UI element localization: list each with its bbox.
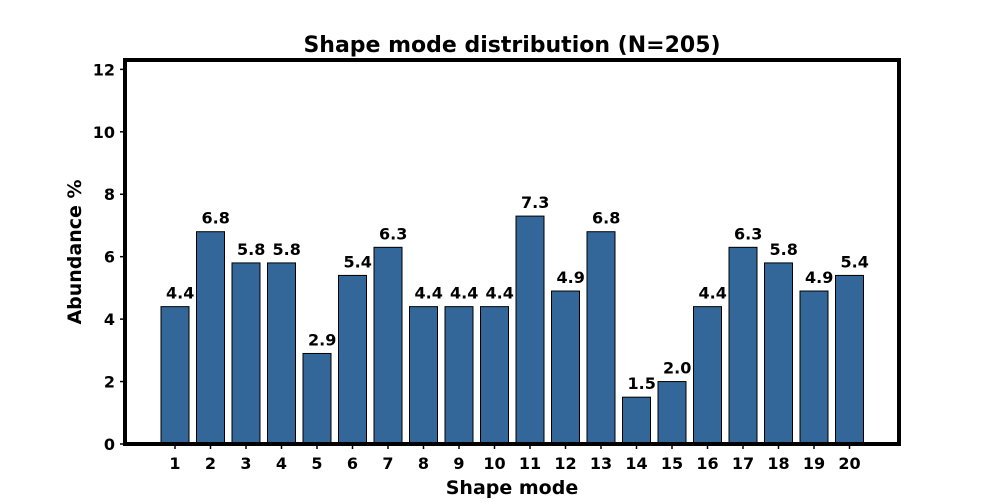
bar-value-label-3: 5.8 <box>237 240 265 259</box>
x-tick-label: 10 <box>483 454 505 473</box>
x-tick-label: 14 <box>625 454 647 473</box>
x-tick-label: 1 <box>169 454 180 473</box>
x-tick-label: 16 <box>696 454 718 473</box>
bar-18 <box>764 262 793 445</box>
bar-value-label-20: 5.4 <box>841 252 869 271</box>
x-tick-label: 17 <box>732 454 754 473</box>
bar-6 <box>338 274 367 445</box>
x-tick-label: 20 <box>838 454 860 473</box>
bar-12 <box>551 290 580 445</box>
bar-4 <box>267 262 296 445</box>
y-axis-ticks: 0 2 4 6 8 10 12 <box>93 60 125 454</box>
bar-14 <box>622 396 651 445</box>
y-tick-label: 0 <box>104 435 115 454</box>
x-tick-label: 8 <box>418 454 429 473</box>
x-tick-label: 19 <box>803 454 825 473</box>
bar-1 <box>160 306 190 445</box>
x-tick-label: 13 <box>590 454 612 473</box>
bar-9 <box>444 306 474 445</box>
bar-value-label-18: 5.8 <box>770 240 798 259</box>
bar-value-label-5: 2.9 <box>308 330 336 349</box>
y-tick-label: 4 <box>104 310 115 329</box>
bar-value-label-8: 4.4 <box>415 284 443 303</box>
bar-value-label-4: 5.8 <box>273 240 301 259</box>
bar-value-label-1: 4.4 <box>166 284 194 303</box>
bars-layer <box>160 215 864 445</box>
x-tick-label: 2 <box>205 454 216 473</box>
bar-19 <box>799 290 829 445</box>
bar-11 <box>515 215 545 445</box>
y-tick-label: 8 <box>104 185 115 204</box>
x-tick-label: 4 <box>276 454 287 473</box>
plot-frame <box>123 58 901 446</box>
x-tick-label: 9 <box>453 454 464 473</box>
bar-value-label-2: 6.8 <box>202 209 230 228</box>
bar-value-label-15: 2.0 <box>663 359 691 378</box>
bar-value-label-17: 6.3 <box>734 224 762 243</box>
x-tick-label: 7 <box>382 454 393 473</box>
y-tick-label: 6 <box>104 248 115 267</box>
bar-13 <box>586 231 616 445</box>
x-tick-label: 5 <box>311 454 322 473</box>
bar-value-label-6: 5.4 <box>344 252 372 271</box>
x-tick-label: 18 <box>767 454 789 473</box>
bar-8 <box>409 306 438 445</box>
bar-16 <box>693 306 722 445</box>
y-axis-title: Abundance % <box>64 179 86 324</box>
bar-7 <box>373 246 403 445</box>
x-tick-label: 11 <box>519 454 541 473</box>
bar-3 <box>231 262 261 445</box>
bar-17 <box>728 246 758 445</box>
bar-value-label-19: 4.9 <box>805 268 833 287</box>
x-axis-ticks: 1 2 3 4 5 6 7 8 9 10 11 12 13 14 15 16 17 18 19 20 <box>169 444 861 473</box>
bar-value-label-11: 7.3 <box>521 193 549 212</box>
y-tick-label: 12 <box>93 60 115 79</box>
x-axis-title: Shape mode <box>446 477 578 499</box>
bar-labels-layer: 4.4 6.8 5.8 5.8 2.9 5.4 6.3 4.4 4.4 4.4 7.3 4.9 6.8 1… <box>166 193 869 393</box>
x-tick-label: 3 <box>240 454 251 473</box>
x-tick-label: 12 <box>554 454 576 473</box>
bar-2 <box>196 231 225 445</box>
x-tick-label: 6 <box>347 454 358 473</box>
bar-value-label-7: 6.3 <box>379 224 407 243</box>
y-tick-label: 2 <box>104 373 115 392</box>
bar-15 <box>657 381 687 445</box>
chart-title: Shape mode distribution (N=205) <box>303 33 720 58</box>
bar-10 <box>480 306 509 445</box>
bar-value-label-12: 4.9 <box>557 268 585 287</box>
x-tick-label: 15 <box>661 454 683 473</box>
bar-value-label-13: 6.8 <box>592 209 620 228</box>
bar-value-label-14: 1.5 <box>628 374 656 393</box>
bar-20 <box>835 274 864 445</box>
y-tick-label: 10 <box>93 123 115 142</box>
bar-value-label-9: 4.4 <box>450 284 478 303</box>
bar-value-label-10: 4.4 <box>486 284 514 303</box>
bar-5 <box>302 352 332 445</box>
bar-value-label-16: 4.4 <box>699 284 727 303</box>
